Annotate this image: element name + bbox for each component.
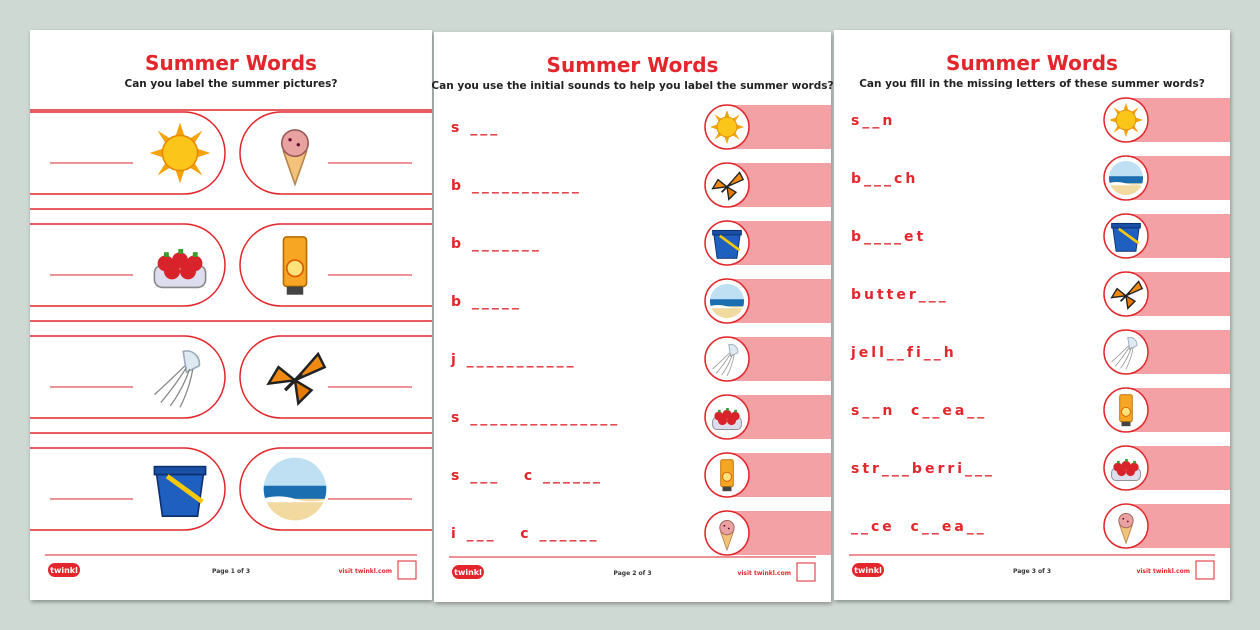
label-box — [30, 223, 226, 307]
word-prompt: butter___ — [851, 287, 949, 303]
word-prompt: b ___________ — [451, 178, 582, 194]
word-prompt: s ___ c ______ — [451, 468, 603, 484]
worksheet-page: Summer Words Can you label the summer pic… — [30, 30, 432, 600]
logo-badge — [48, 563, 80, 577]
logo-badge — [852, 563, 884, 577]
word-prompt: __ce c__ea__ — [851, 519, 987, 535]
page-instruction: Can you label the summer pictures? — [125, 78, 338, 90]
logo-text: twinkl — [854, 566, 882, 575]
page-title: Summer Words — [547, 53, 719, 77]
label-box — [239, 335, 432, 419]
word-prompt: str___berri___ — [851, 461, 995, 477]
label-box — [30, 447, 226, 531]
word-prompt: b___ch — [851, 171, 918, 187]
picture — [711, 229, 743, 260]
picture-frame — [1103, 271, 1149, 317]
label-box — [30, 335, 226, 419]
page-title: Summer Words — [946, 51, 1118, 75]
word-prompt: b _______ — [451, 236, 542, 252]
word-prompt: j ___________ — [450, 352, 577, 368]
word-prompt: s__n c__ea__ — [851, 403, 987, 419]
badge — [397, 560, 417, 580]
page-title: Summer Words — [145, 51, 317, 75]
word-prompt: i ___ c ______ — [451, 526, 599, 542]
picture — [148, 121, 212, 185]
badge — [1195, 560, 1215, 580]
picture — [1119, 394, 1133, 427]
picture — [282, 236, 308, 296]
picture — [1110, 222, 1142, 253]
badge — [796, 562, 816, 582]
page-instruction: Can you fill in the missing letters of t… — [859, 78, 1205, 90]
logo-badge — [452, 565, 484, 579]
word-prompt: b _____ — [451, 294, 522, 310]
site-link: visit twinkl.com — [338, 568, 392, 575]
page-number: Page 1 of 3 — [212, 568, 250, 575]
worksheet-page: Summer Words Can you fill in the missing … — [834, 30, 1230, 600]
picture-frame — [704, 162, 750, 208]
logo-text: twinkl — [454, 568, 482, 577]
word-prompt: jell__fi__h — [850, 345, 957, 361]
picture — [1108, 102, 1144, 138]
page-sheet — [30, 30, 432, 600]
page-number: Page 3 of 3 — [1013, 568, 1051, 575]
label-box — [239, 447, 432, 531]
word-prompt: b____et — [851, 229, 926, 245]
picture — [709, 109, 745, 145]
word-prompt: s ___ — [451, 120, 500, 136]
logo-text: twinkl — [50, 566, 78, 575]
page-number: Page 2 of 3 — [614, 570, 652, 577]
label-box — [239, 223, 432, 307]
word-prompt: s__n — [851, 113, 895, 129]
worksheet-page: Summer Words Can you use the initial soun… — [431, 32, 834, 602]
label-box — [239, 111, 432, 195]
picture — [154, 467, 205, 517]
label-box — [30, 111, 226, 195]
site-link: visit twinkl.com — [737, 570, 791, 577]
picture — [720, 459, 734, 492]
page-instruction: Can you use the initial sounds to help y… — [431, 80, 833, 92]
site-link: visit twinkl.com — [1136, 568, 1190, 575]
word-prompt: s _______________ — [451, 410, 620, 426]
